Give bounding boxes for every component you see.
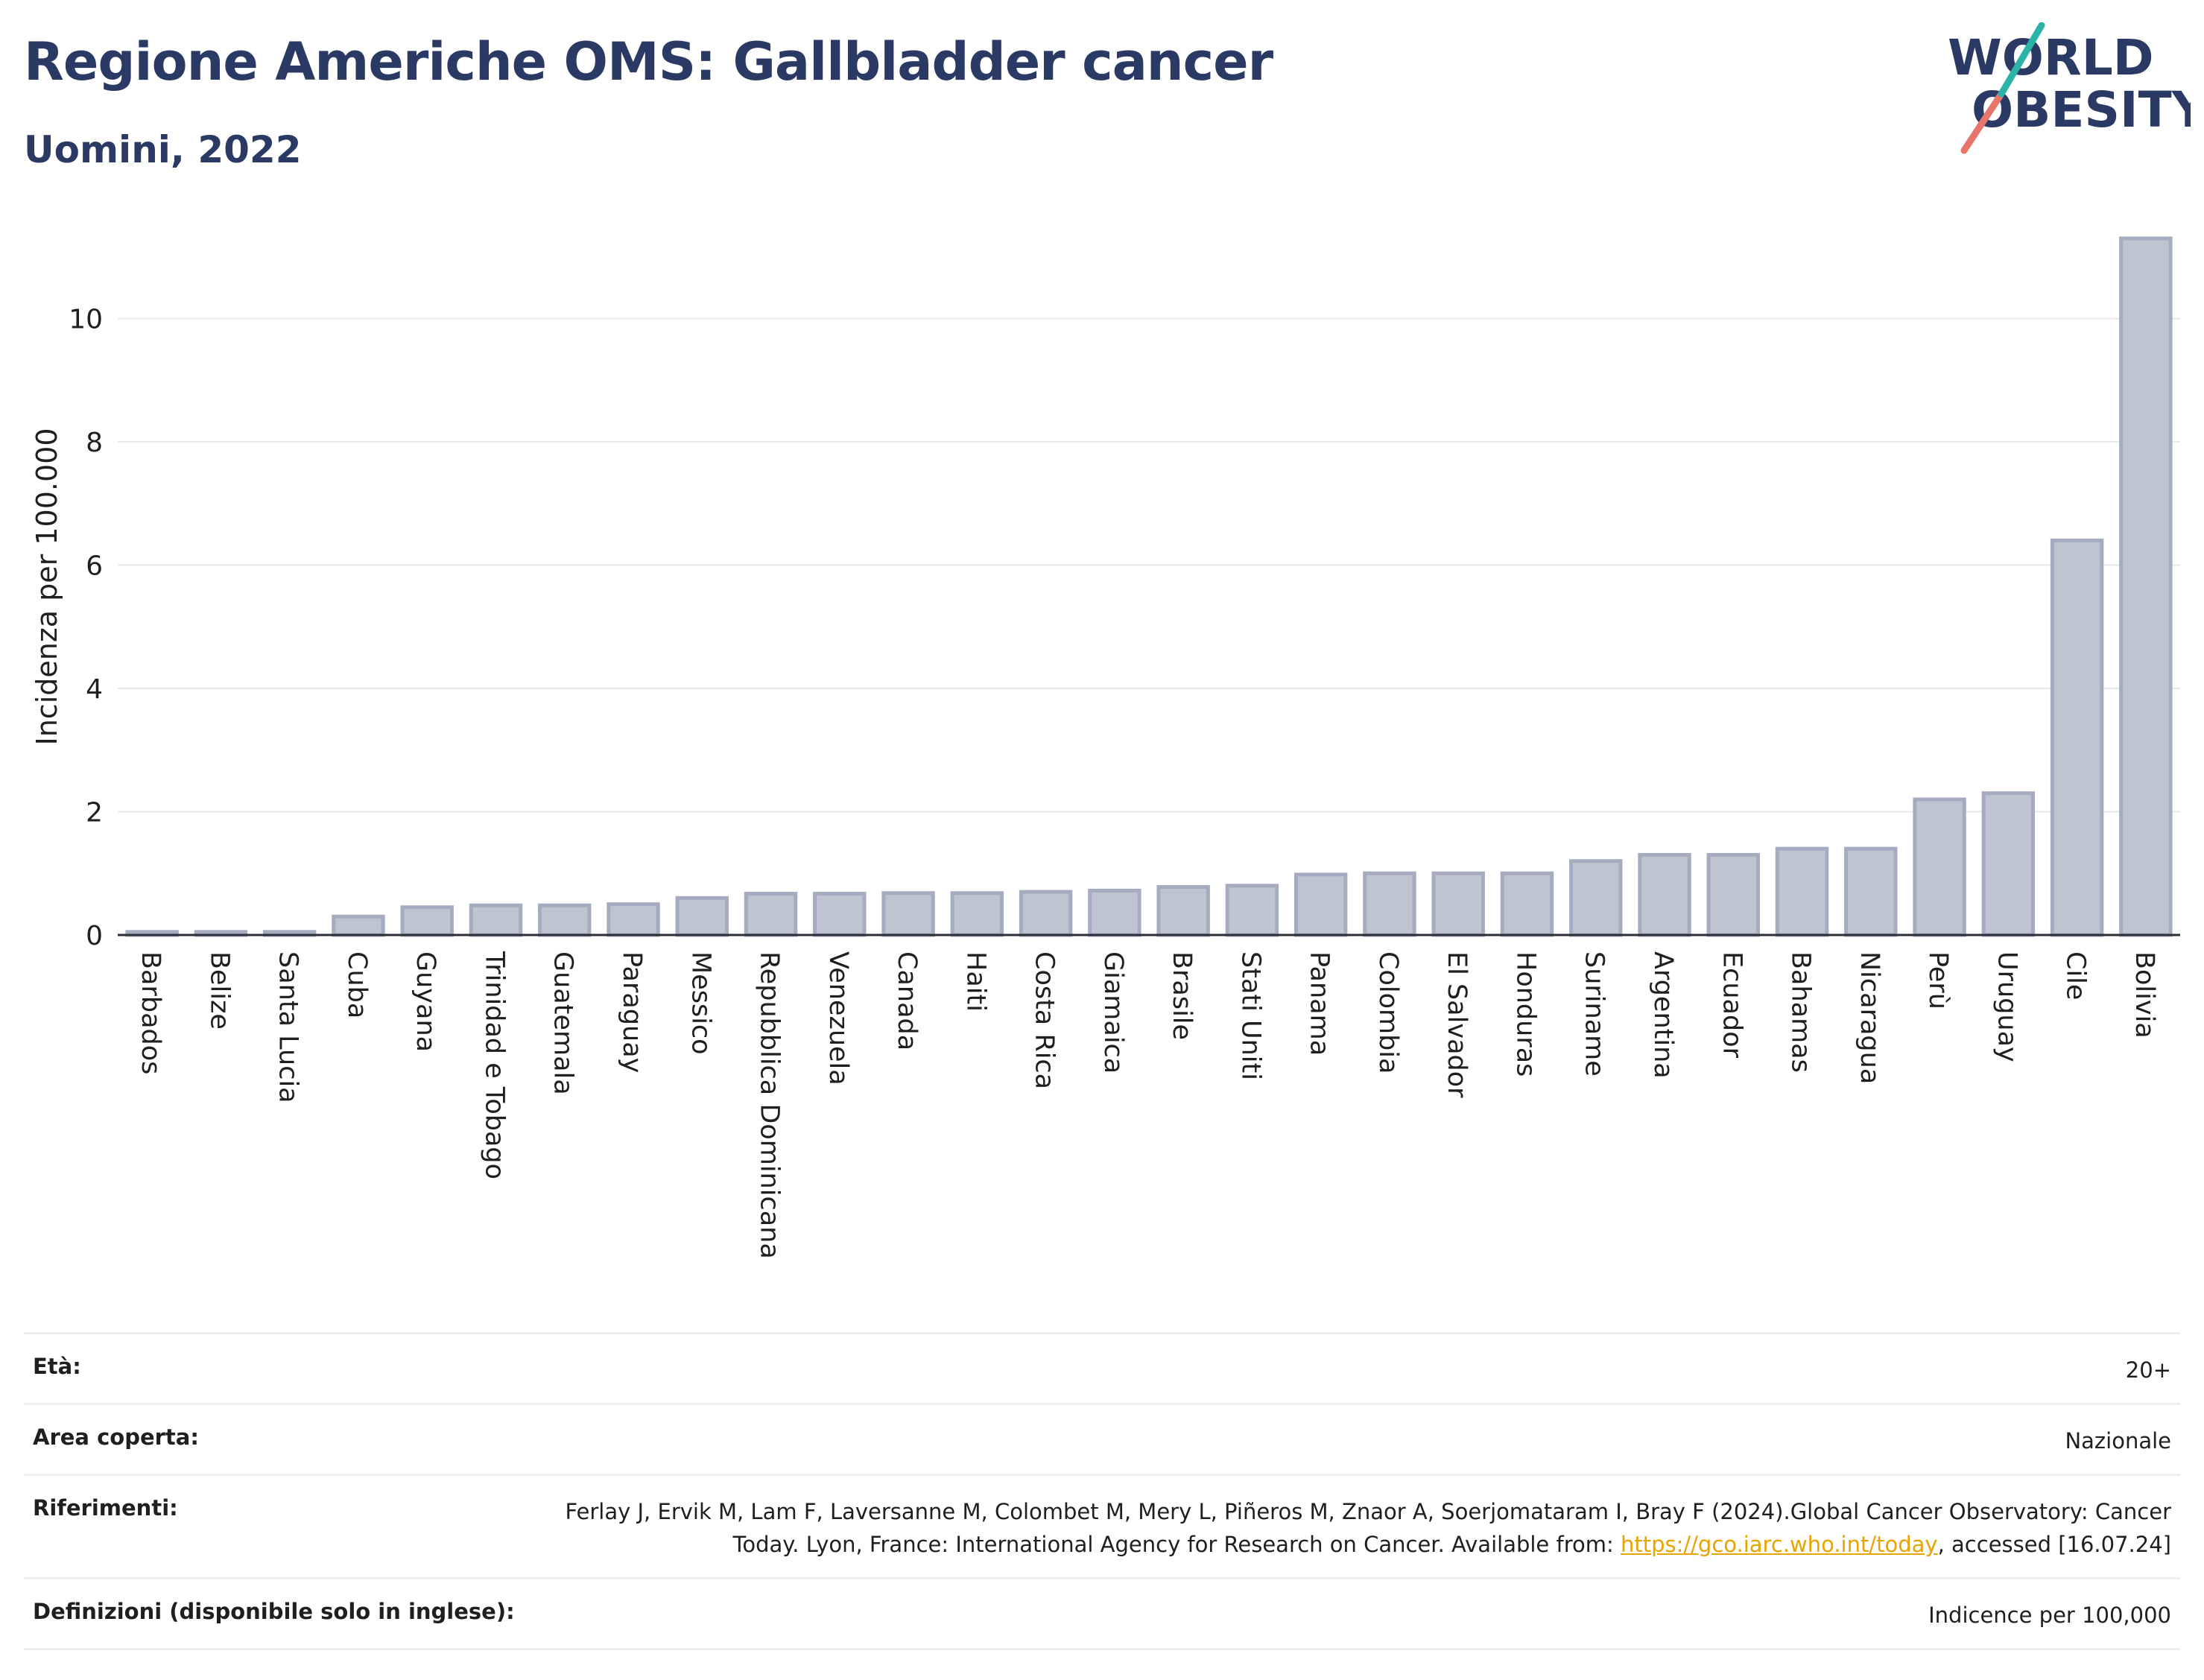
x-tick-label: Ecuador <box>1717 951 1747 1059</box>
bar[interactable] <box>1981 791 2036 937</box>
x-axis-labels: Barbados Belize Santa Lucia Cuba Guyana Trini… <box>136 951 2159 1259</box>
bar[interactable] <box>2119 236 2173 937</box>
definitions-label: Definizioni (disponibile solo in inglese… <box>33 1599 515 1624</box>
x-tick-label: Suriname <box>1580 951 1609 1077</box>
bar[interactable] <box>675 896 729 937</box>
info-table: Età: 20+ Area coperta: Nazionale Riferim… <box>24 1332 2180 1650</box>
y-tick-label: 0 <box>86 921 103 951</box>
bar[interactable] <box>607 902 660 937</box>
x-tick-label: Canada <box>892 951 922 1050</box>
logo-slash-coral <box>1960 90 2005 154</box>
bar[interactable] <box>1019 890 1073 937</box>
age-value: 20+ <box>2125 1357 2171 1383</box>
bar[interactable] <box>469 903 523 937</box>
x-tick-label: Venezuela <box>823 951 853 1085</box>
bar-chart: 0 2 4 6 8 10 Barbados Belize Santa Lucia Cuba Guy… <box>31 236 2180 1259</box>
info-row-references: Riferimenti: Ferlay J, Ervik M, Lam F, L… <box>24 1474 2180 1577</box>
area-value: Nazionale <box>2065 1428 2171 1454</box>
bar[interactable] <box>744 892 798 937</box>
y-axis-title: Incidenza per 100.000 <box>31 428 63 746</box>
references-text: Ferlay J, Ervik M, Lam F, Laversanne M, … <box>565 1499 2171 1557</box>
age-label: Età: <box>33 1354 81 1379</box>
references-link[interactable]: https://gco.iarc.who.int/today <box>1620 1532 1938 1557</box>
x-tick-label: Perù <box>1923 951 1953 1009</box>
bar[interactable] <box>881 891 935 937</box>
x-tick-label: Belize <box>204 951 234 1030</box>
info-row-age: Età: 20+ <box>24 1332 2180 1403</box>
x-tick-label: Nicaragua <box>1855 951 1884 1084</box>
bar[interactable] <box>400 905 454 937</box>
x-tick-label: Honduras <box>1510 951 1540 1077</box>
area-label: Area coperta: <box>33 1424 199 1450</box>
references-accessed: , accessed [16.07.24] <box>1937 1532 2171 1557</box>
y-tick-label: 4 <box>86 674 103 705</box>
x-tick-label: Guyana <box>411 951 440 1052</box>
gridlines <box>118 317 2180 813</box>
x-tick-label: Brasile <box>1167 951 1197 1040</box>
references-label: Riferimenti: <box>33 1495 178 1521</box>
x-tick-label: Panama <box>1305 951 1334 1056</box>
chart-subtitle: Uomini, 2022 <box>24 128 302 171</box>
y-tick-label: 6 <box>86 551 103 582</box>
bar[interactable] <box>1431 871 1485 937</box>
bar[interactable] <box>1363 871 1416 937</box>
bars <box>125 236 2173 937</box>
bar[interactable] <box>1775 846 1829 937</box>
bar[interactable] <box>1293 872 1348 937</box>
bar[interactable] <box>2050 538 2104 937</box>
x-tick-label: Bolivia <box>2129 951 2159 1039</box>
references-value: Ferlay J, Ervik M, Lam F, Laversanne M, … <box>532 1495 2171 1561</box>
logo-word-obesity: OBESITY <box>1972 81 2191 139</box>
x-tick-label: Colombia <box>1373 951 1403 1074</box>
x-tick-label: Stati Uniti <box>1235 951 1265 1080</box>
x-tick-label: Cuba <box>342 951 372 1018</box>
bar[interactable] <box>332 914 385 937</box>
x-tick-label: Repubblica Dominicana <box>755 951 785 1259</box>
bar[interactable] <box>538 903 592 937</box>
bar[interactable] <box>1225 884 1279 937</box>
y-tick-label: 2 <box>86 798 103 828</box>
x-tick-label: Haiti <box>960 951 990 1012</box>
x-tick-label: Argentina <box>1648 951 1678 1079</box>
logo-word-world: WORLD <box>1948 29 2154 86</box>
x-tick-label: Trinidad e Tobago <box>479 951 509 1179</box>
bar[interactable] <box>1156 884 1210 937</box>
x-tick-label: Bahamas <box>1786 951 1816 1073</box>
bar[interactable] <box>1500 871 1554 937</box>
bar[interactable] <box>1638 852 1691 937</box>
info-row-area: Area coperta: Nazionale <box>24 1403 2180 1474</box>
bar[interactable] <box>1913 797 1966 937</box>
bar[interactable] <box>1569 859 1623 937</box>
x-tick-label: Uruguay <box>1992 951 2021 1062</box>
x-tick-label: Costa Rica <box>1030 951 1060 1089</box>
y-tick-label: 10 <box>69 305 103 335</box>
bar[interactable] <box>950 891 1004 937</box>
bar[interactable] <box>813 892 867 937</box>
y-tick-label: 8 <box>86 428 103 458</box>
x-tick-label: Santa Lucia <box>273 951 303 1103</box>
info-row-definitions: Definizioni (disponibile solo in inglese… <box>24 1577 2180 1650</box>
x-tick-label: El Salvador <box>1442 951 1472 1098</box>
x-tick-label: Barbados <box>136 951 165 1074</box>
x-tick-label: Messico <box>685 951 715 1055</box>
bar[interactable] <box>1088 888 1141 937</box>
definitions-value: Indicence per 100,000 <box>1928 1603 2171 1628</box>
y-axis-ticks: 0 2 4 6 8 10 <box>69 305 103 951</box>
logo-slash-teal <box>1998 22 2045 98</box>
bar[interactable] <box>1844 846 1898 937</box>
x-tick-label: Giamaica <box>1098 951 1128 1074</box>
chart-title: Regione Americhe OMS: Gallbladder cancer <box>24 31 1273 92</box>
bar[interactable] <box>1706 852 1760 937</box>
x-tick-label: Paraguay <box>617 951 647 1073</box>
x-tick-label: Guatemala <box>548 951 578 1095</box>
world-obesity-logo: WORLD OBESITY <box>1948 22 2191 154</box>
x-tick-label: Cile <box>2061 951 2091 1000</box>
